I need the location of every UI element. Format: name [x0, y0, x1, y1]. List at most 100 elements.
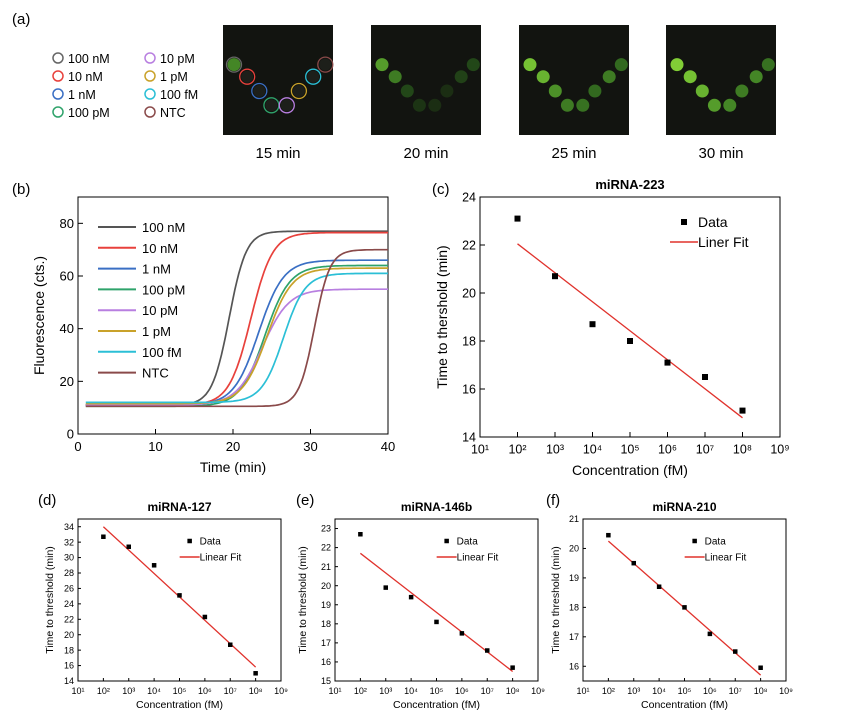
legend-fit-label: Linear Fit	[200, 553, 242, 564]
data-point	[664, 359, 671, 366]
legend-label: 1 nM	[142, 262, 171, 277]
legend-swatch-4	[144, 52, 156, 64]
data-point	[702, 374, 708, 380]
data-point	[151, 563, 157, 568]
image-frame-0: 15 min	[223, 25, 334, 162]
x-tick-label: 10²	[97, 686, 110, 696]
x-axis-label: Concentration (fM)	[393, 699, 480, 711]
data-point	[589, 321, 596, 328]
legend-data-marker	[444, 538, 449, 544]
x-tick-label: 10⁶	[455, 686, 469, 696]
x-tick-label: 10⁵	[173, 686, 187, 696]
x-tick-label: 10⁷	[224, 686, 237, 696]
x-tick-label: 10⁴	[404, 686, 418, 696]
panel-f-mirna-210-calibration: (f) miRNA-210 10¹ 10² 10³ 10⁴ 10⁵ 10⁶ 10⁷ 10⁸ 10⁹ 1…	[546, 492, 793, 711]
data-point	[485, 648, 490, 653]
x-tick-label: 10⁴	[652, 686, 666, 696]
fluorescence-image-frames: 15 min 20 min 25 min 30 min	[223, 25, 776, 162]
dark-spot	[253, 85, 266, 97]
y-axis-label: Time to threshold (min)	[44, 546, 56, 654]
legend-label-6: 100 fM	[160, 88, 198, 102]
x-tick-label: 10⁹	[274, 686, 288, 696]
y-tick-label: 15	[321, 676, 331, 686]
fluorescent-spot	[576, 98, 590, 112]
legend-fit-label: Linear Fit	[705, 553, 747, 564]
data-point	[358, 531, 363, 537]
panel-c-mirna-223-calibration: (c) miRNA-223 10¹ 10² 10³ 10⁴ 10⁵ 10⁶ 10⁷ 10⁸ 10⁹ 1…	[432, 177, 790, 478]
legend-label-3: 100 pM	[68, 106, 110, 120]
panel-e-mirna-146b-calibration: (e) miRNA-146b 10¹ 10² 10³ 10⁴ 10⁵ 10⁶ 10⁷ 10⁸ 10⁹…	[296, 492, 545, 711]
fluorescent-spot	[548, 84, 562, 98]
data-point	[627, 338, 633, 344]
x-tick-label: 10⁵	[620, 443, 639, 457]
panel-a-label: (a)	[12, 11, 30, 28]
dark-spot	[307, 70, 320, 83]
y-tick-label: 22	[64, 614, 74, 624]
dark-spot	[241, 70, 254, 83]
y-tick-label: 16	[462, 382, 476, 396]
data-point	[682, 605, 687, 610]
legend-data-label: Data	[457, 537, 479, 548]
linear-fit-line	[359, 552, 514, 672]
x-tick-label: 10³	[546, 443, 564, 457]
image-frame-2: 25 min	[519, 25, 629, 162]
x-axis-label: Concentration (fM)	[136, 699, 223, 711]
data-point	[739, 407, 746, 414]
fluorescent-spot	[749, 70, 763, 84]
legend-label: 10 nM	[142, 241, 178, 256]
x-tick-label: 10³	[379, 686, 392, 696]
data-point	[656, 584, 662, 589]
legend-label: 10 pM	[142, 303, 178, 318]
data-point	[126, 544, 131, 550]
fluorescent-spot	[466, 58, 480, 72]
y-tick-label: 60	[60, 269, 74, 284]
x-tick-label: 10²	[508, 443, 526, 457]
dark-spot	[265, 99, 278, 112]
frame-caption: 30 min	[698, 145, 743, 162]
legend-label-2: 1 nM	[68, 88, 96, 102]
x-tick-label: 10⁸	[754, 686, 768, 696]
x-tick-label: 20	[226, 439, 240, 454]
legend-label-0: 100 nM	[68, 52, 110, 66]
y-tick-label: 20	[569, 544, 579, 554]
panel-b-amplification-curves: (b) 0 10 20 30 40 0 20 40 60 80 Time (min) Fluoresce…	[12, 181, 395, 475]
y-tick-label: 21	[321, 562, 331, 572]
panel-label: (c)	[432, 181, 450, 198]
legend-label: NTC	[142, 366, 169, 381]
x-tick-label: 0	[74, 439, 81, 454]
x-tick-label: 30	[303, 439, 317, 454]
data-point	[177, 593, 182, 598]
plot-frame	[334, 518, 539, 682]
y-tick-label: 40	[60, 321, 74, 336]
x-tick-label: 10¹	[328, 686, 341, 696]
x-tick-label: 10⁷	[696, 443, 715, 457]
series-line-100fm	[85, 272, 388, 404]
fluorescent-spot	[695, 84, 709, 98]
fluorescent-spot	[375, 58, 389, 72]
x-tick-label: 10⁹	[779, 686, 793, 696]
y-tick-label: 22	[321, 543, 331, 553]
x-tick-label: 40	[381, 439, 395, 454]
panel-d-mirna-127-calibration: (d) miRNA-127 10¹ 10² 10³ 10⁴ 10⁵ 10⁶ 10⁷ 10⁸ 10⁹ 1…	[38, 492, 288, 711]
fluorescent-spot	[683, 70, 697, 84]
spot-marker-ring	[317, 56, 334, 73]
x-tick-label: 10³	[122, 686, 135, 696]
data-point	[733, 649, 738, 654]
x-tick-label: 10⁶	[198, 686, 212, 696]
image-frame-3: 30 min	[666, 25, 776, 162]
x-axis-label: Concentration (fM)	[641, 699, 728, 711]
dark-spot	[280, 99, 293, 112]
fluorescent-spot	[723, 98, 737, 112]
image-frame-1: 20 min	[371, 25, 481, 162]
fluorescent-spot	[536, 70, 550, 84]
spot-marker-ring	[290, 82, 308, 100]
x-tick-label: 10⁴	[583, 443, 602, 457]
x-tick-label: 10⁸	[249, 686, 263, 696]
y-tick-label: 24	[462, 190, 476, 204]
y-tick-label: 18	[64, 645, 74, 655]
legend-swatch-5	[144, 70, 156, 82]
fluorescent-spot	[227, 58, 241, 72]
y-tick-label: 16	[64, 661, 74, 671]
plot-frame	[582, 518, 787, 682]
